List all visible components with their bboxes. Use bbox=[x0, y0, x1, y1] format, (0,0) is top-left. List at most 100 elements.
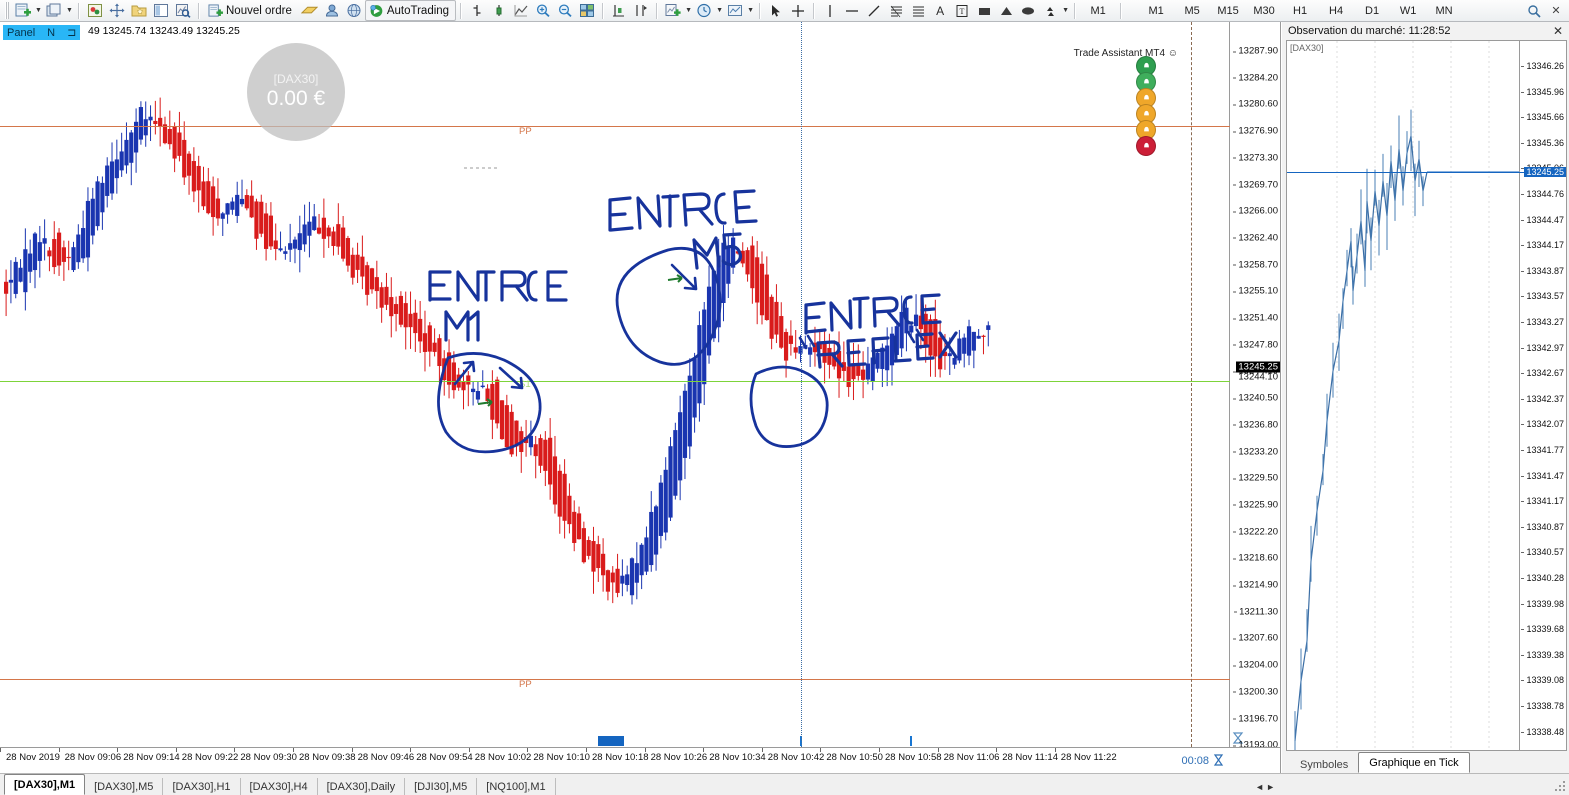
favorites-folder-icon[interactable] bbox=[128, 0, 150, 21]
arrows-dropdown-icon[interactable]: ▼ bbox=[1062, 7, 1070, 14]
timeframe-m30[interactable]: M30 bbox=[1253, 4, 1275, 17]
zoom-out-icon[interactable] bbox=[554, 0, 576, 21]
chart-tab-dax30-m1[interactable]: [DAX30],M1 bbox=[4, 774, 86, 795]
tab-symboles[interactable]: Symboles bbox=[1300, 758, 1349, 771]
price-tick: 13273.30 bbox=[1233, 152, 1278, 164]
auto-scroll-icon[interactable] bbox=[630, 0, 652, 21]
templates-dropdown-icon[interactable]: ▼ bbox=[747, 7, 755, 14]
scroll-marker-2[interactable] bbox=[910, 736, 912, 746]
tab-scroll-left-icon[interactable]: ◄ bbox=[1255, 782, 1265, 792]
candlestick-chart-icon[interactable] bbox=[488, 0, 510, 21]
timeframe-m1[interactable]: M1 bbox=[1148, 4, 1164, 17]
templates-icon[interactable] bbox=[724, 0, 746, 21]
alert-stack[interactable] bbox=[1136, 56, 1156, 156]
market-watch-titlebar: Observation du marché: 11:28:52 ✕ bbox=[1282, 22, 1569, 40]
horizontal-line-icon[interactable] bbox=[841, 0, 863, 21]
tick-price-tick: 13340.57 bbox=[1521, 547, 1564, 558]
expert-advisors-icon[interactable] bbox=[321, 0, 343, 21]
vertical-line-icon[interactable] bbox=[819, 0, 841, 21]
ellipse-icon[interactable] bbox=[1017, 0, 1039, 21]
arrows-icon[interactable] bbox=[1039, 0, 1061, 21]
bar-chart-icon[interactable] bbox=[466, 0, 488, 21]
chart-tab-dax30-daily[interactable]: [DAX30],Daily bbox=[318, 778, 406, 795]
close-toolbar-icon[interactable]: ✕ bbox=[1551, 5, 1561, 17]
resize-grip-icon[interactable] bbox=[1553, 779, 1567, 793]
time-tick: 28 Nov 10:58 bbox=[879, 748, 942, 763]
watermark-symbol: [DAX30] bbox=[273, 72, 319, 86]
tab-graphique-en-tick[interactable]: Graphique en Tick bbox=[1358, 752, 1470, 773]
market-watch-tabs[interactable]: Symboles Graphique en Tick bbox=[1290, 752, 1470, 773]
panel-tab-collapse-icon[interactable]: ⊐ bbox=[67, 27, 77, 39]
crosshair-icon[interactable] bbox=[787, 0, 809, 21]
timeframe-m5[interactable]: M5 bbox=[1184, 4, 1200, 17]
text-icon[interactable]: A bbox=[936, 3, 945, 18]
timeframe-d1[interactable]: D1 bbox=[1365, 4, 1380, 17]
crosshair-move-icon[interactable] bbox=[106, 0, 128, 21]
price-tick: 13284.20 bbox=[1233, 72, 1278, 84]
search-icon[interactable] bbox=[1523, 0, 1545, 21]
label-icon[interactable]: T bbox=[951, 0, 973, 21]
price-tick: 13236.80 bbox=[1233, 419, 1278, 431]
tick-price-axis[interactable]: 13245.25 13346.26 13345.96 13345.66 13345.3… bbox=[1519, 41, 1566, 750]
watermark-value: 0.00 € bbox=[266, 87, 326, 110]
price-tick: 13211.30 bbox=[1234, 606, 1278, 618]
marketplace-icon[interactable] bbox=[343, 0, 365, 21]
new-order-button[interactable]: Nouvel ordre bbox=[204, 0, 299, 21]
cursor-icon[interactable] bbox=[765, 0, 787, 21]
chart-tab-dax30-h4[interactable]: [DAX30],H4 bbox=[241, 778, 318, 795]
toolbar-separator bbox=[78, 2, 80, 19]
timeframe-m15[interactable]: M15 bbox=[1217, 4, 1239, 17]
period-dropdown-icon[interactable]: ▼ bbox=[716, 7, 724, 14]
timeframe-h4[interactable]: H4 bbox=[1329, 4, 1344, 17]
rectangle-icon[interactable] bbox=[973, 0, 995, 21]
profiles-icon[interactable] bbox=[43, 0, 65, 21]
line-chart-icon[interactable] bbox=[510, 0, 532, 21]
close-icon[interactable]: ✕ bbox=[1552, 24, 1563, 38]
tile-windows-icon[interactable] bbox=[576, 0, 598, 21]
profiles-dropdown-icon[interactable]: ▼ bbox=[66, 7, 73, 14]
indicators-icon[interactable] bbox=[84, 0, 106, 21]
add-indicator-dropdown-icon[interactable]: ▼ bbox=[685, 7, 693, 14]
chart-plot-area[interactable]: Panel N ⊐ 49 13245.74 13243.49 13245.25 … bbox=[0, 22, 1230, 747]
chart-window[interactable]: Panel N ⊐ 49 13245.74 13243.49 13245.25 … bbox=[0, 22, 1281, 773]
metaeditor-icon[interactable] bbox=[299, 0, 321, 21]
add-indicator-icon[interactable] bbox=[662, 0, 684, 21]
autotrading-button[interactable]: AutoTrading bbox=[364, 0, 457, 21]
new-chart-icon[interactable] bbox=[12, 0, 34, 21]
tick-price-tick: 13341.17 bbox=[1521, 496, 1564, 507]
tick-chart-area[interactable]: [DAX30] 13245.25 13346.26 13345.96 13345.6… bbox=[1286, 40, 1567, 751]
timeframe-mn[interactable]: MN bbox=[1435, 4, 1453, 17]
chart-tab-dax30-m5[interactable]: [DAX30],M5 bbox=[85, 778, 164, 795]
equidistant-channel-icon[interactable] bbox=[907, 0, 929, 21]
support-line-s1 bbox=[0, 381, 1230, 382]
market-watch-panel[interactable]: Observation du marché: 11:28:52 ✕ [DAX30… bbox=[1282, 22, 1569, 773]
time-axis[interactable]: 28 Nov 2019 28 Nov 09:06 28 Nov 09:14 28 No… bbox=[0, 736, 1280, 773]
panel-tab[interactable]: Panel N ⊐ bbox=[3, 25, 81, 40]
alert-red[interactable] bbox=[1136, 136, 1156, 156]
chart-tab-dji30-m5[interactable]: [DJI30],M5 bbox=[405, 778, 478, 795]
new-chart-dropdown-icon[interactable]: ▼ bbox=[35, 7, 42, 14]
toolbar-grip[interactable] bbox=[5, 2, 9, 19]
zoom-in-icon[interactable] bbox=[532, 0, 554, 21]
tab-scroll-right-icon[interactable]: ► bbox=[1266, 782, 1275, 792]
trade-assistant-label: Trade Assistant MT4 ☺ bbox=[1074, 48, 1178, 59]
trendline-icon[interactable] bbox=[863, 0, 885, 21]
chart-tab-nav[interactable]: ◄ ► bbox=[1255, 782, 1275, 792]
terminal-search-icon[interactable] bbox=[172, 0, 194, 21]
period-clock-icon[interactable] bbox=[693, 0, 715, 21]
timeframe-h1[interactable]: H1 bbox=[1293, 4, 1308, 17]
data-window-icon[interactable] bbox=[150, 0, 172, 21]
triangle-icon[interactable] bbox=[995, 0, 1017, 21]
shift-end-icon[interactable] bbox=[608, 0, 630, 21]
chart-tab-nq100-m1[interactable]: [NQ100],M1 bbox=[477, 778, 556, 795]
price-axis[interactable]: 13245.25 13244.10 13287.90 13284.20 13280.… bbox=[1229, 22, 1280, 773]
support-label-s1: S1 bbox=[519, 379, 531, 390]
timeframe-w1[interactable]: W1 bbox=[1399, 4, 1417, 17]
fibonacci-icon[interactable] bbox=[885, 0, 907, 21]
chart-tabs[interactable]: [DAX30],M1 [DAX30],M5 [DAX30],H1 [DAX30]… bbox=[4, 774, 556, 795]
chart-scroll-thumb[interactable] bbox=[598, 736, 624, 746]
tick-price-tick: 13344.76 bbox=[1521, 189, 1564, 199]
timeframe-current[interactable]: M1 bbox=[1090, 4, 1106, 17]
chart-tab-dax30-h1[interactable]: [DAX30],H1 bbox=[163, 778, 241, 795]
